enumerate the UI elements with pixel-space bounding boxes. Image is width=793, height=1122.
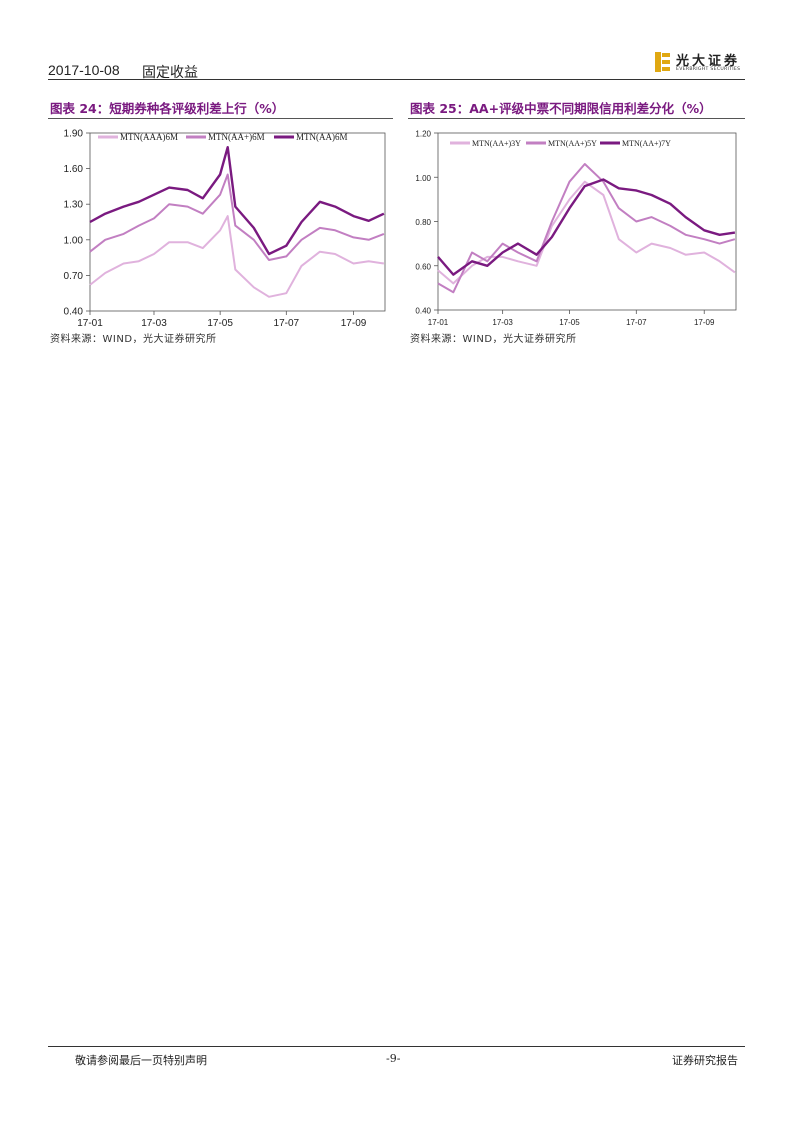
series-line-mtn-aa-3y (437, 180, 736, 285)
chart-left: 0.40 0.70 1.00 1.30 1.60 1.90 17-01 17-03 17-05 1… (64, 129, 386, 329)
footer-disclaimer: 敬请参阅最后一页特别声明 (75, 1054, 207, 1067)
chart-title-right: 图表 25：AA+评级中票不同期限信用利差分化（%） (410, 101, 712, 116)
x-tick-label: 17-03 (141, 318, 167, 329)
chart-title-divider-left (48, 118, 393, 119)
x-tick-label: 17-01 (77, 318, 103, 329)
chart-title-divider-right (408, 118, 745, 119)
series-line-mtn-aa-5y (437, 163, 736, 294)
x-tick-label: 17-03 (492, 318, 513, 327)
x-tick-label: 17-07 (626, 318, 647, 327)
y-tick-label: 1.00 (415, 174, 431, 183)
y-tick-label: 1.90 (64, 129, 84, 140)
y-tick-label: 0.70 (64, 271, 84, 282)
footer-report-type: 证券研究报告 (672, 1054, 738, 1067)
everbright-logo: 光大证券 EVERBRIGHT SECURITIES (654, 50, 746, 76)
legend-label: MTN(AAA)6M (120, 132, 178, 142)
legend-label: MTN(AA+)3Y (472, 139, 521, 148)
series-line-mtn-aa-7y (437, 178, 736, 276)
x-tick-label: 17-01 (428, 318, 449, 327)
report-section: 固定收益 (142, 65, 198, 81)
y-tick-label: 0.80 (415, 218, 431, 227)
x-tick-label: 17-07 (274, 318, 300, 329)
source-note-left: 资料来源：WIND，光大证券研究所 (50, 334, 217, 345)
y-tick-label: 1.30 (64, 200, 84, 211)
y-tick-label: 0.60 (415, 262, 431, 271)
page-number: -9- (386, 1052, 401, 1065)
legend-label: MTN(AA+)6M (208, 132, 265, 142)
legend-label: MTN(AA+)7Y (622, 139, 671, 148)
header-divider (48, 79, 745, 80)
report-date: 2017-10-08 (48, 62, 120, 78)
plot-frame (89, 132, 386, 312)
x-tick-label: 17-05 (559, 318, 580, 327)
series-line-mtn-aa-6m (89, 146, 385, 256)
y-tick-label: 1.20 (415, 130, 431, 139)
series-line-mtn-aa-6m (89, 173, 385, 261)
legend-label: MTN(AA)6M (296, 132, 348, 142)
y-tick-label: 0.40 (64, 307, 84, 318)
logo-text-cn: 光大证券 (676, 54, 741, 69)
chart-title-left: 图表 24：短期券种各评级利差上行（%） (50, 101, 285, 116)
y-tick-label: 1.60 (64, 164, 84, 175)
y-tick-label: 0.40 (415, 307, 431, 316)
legend-label: MTN(AA+)5Y (548, 139, 597, 148)
source-note-right: 资料来源：WIND，光大证券研究所 (410, 334, 577, 345)
logo-text-en: EVERBRIGHT SECURITIES (676, 67, 741, 72)
x-tick-label: 17-09 (694, 318, 715, 327)
x-tick-label: 17-09 (341, 318, 367, 329)
series-line-mtn-aaa-6m (89, 215, 385, 298)
chart-right: 0.40 0.60 0.80 1.00 1.20 17-01 17-03 17-05 17-07… (415, 130, 737, 327)
everbright-logo-icon (655, 52, 670, 72)
footer-divider (48, 1046, 745, 1047)
y-tick-label: 1.00 (64, 235, 84, 246)
x-tick-label: 17-05 (207, 318, 233, 329)
